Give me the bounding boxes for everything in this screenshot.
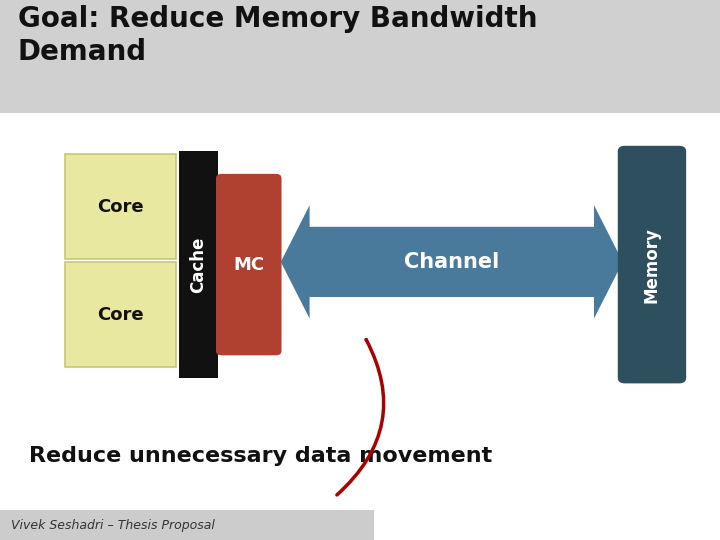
Text: Core: Core xyxy=(97,198,144,215)
FancyBboxPatch shape xyxy=(0,0,720,113)
Text: Channel: Channel xyxy=(404,252,500,272)
FancyBboxPatch shape xyxy=(65,154,176,259)
FancyBboxPatch shape xyxy=(65,262,176,367)
Text: MC: MC xyxy=(233,255,264,274)
FancyBboxPatch shape xyxy=(618,146,686,383)
Text: Memory: Memory xyxy=(643,227,661,302)
FancyBboxPatch shape xyxy=(179,151,218,378)
Text: Cache: Cache xyxy=(189,237,207,293)
FancyBboxPatch shape xyxy=(0,510,374,540)
Text: Vivek Seshadri – Thesis Proposal: Vivek Seshadri – Thesis Proposal xyxy=(11,518,215,532)
FancyArrowPatch shape xyxy=(337,340,384,495)
Text: Goal: Reduce Memory Bandwidth
Demand: Goal: Reduce Memory Bandwidth Demand xyxy=(18,5,538,66)
FancyBboxPatch shape xyxy=(216,174,282,355)
Polygon shape xyxy=(281,205,623,319)
Text: Core: Core xyxy=(97,306,144,323)
Text: Reduce unnecessary data movement: Reduce unnecessary data movement xyxy=(29,446,492,467)
